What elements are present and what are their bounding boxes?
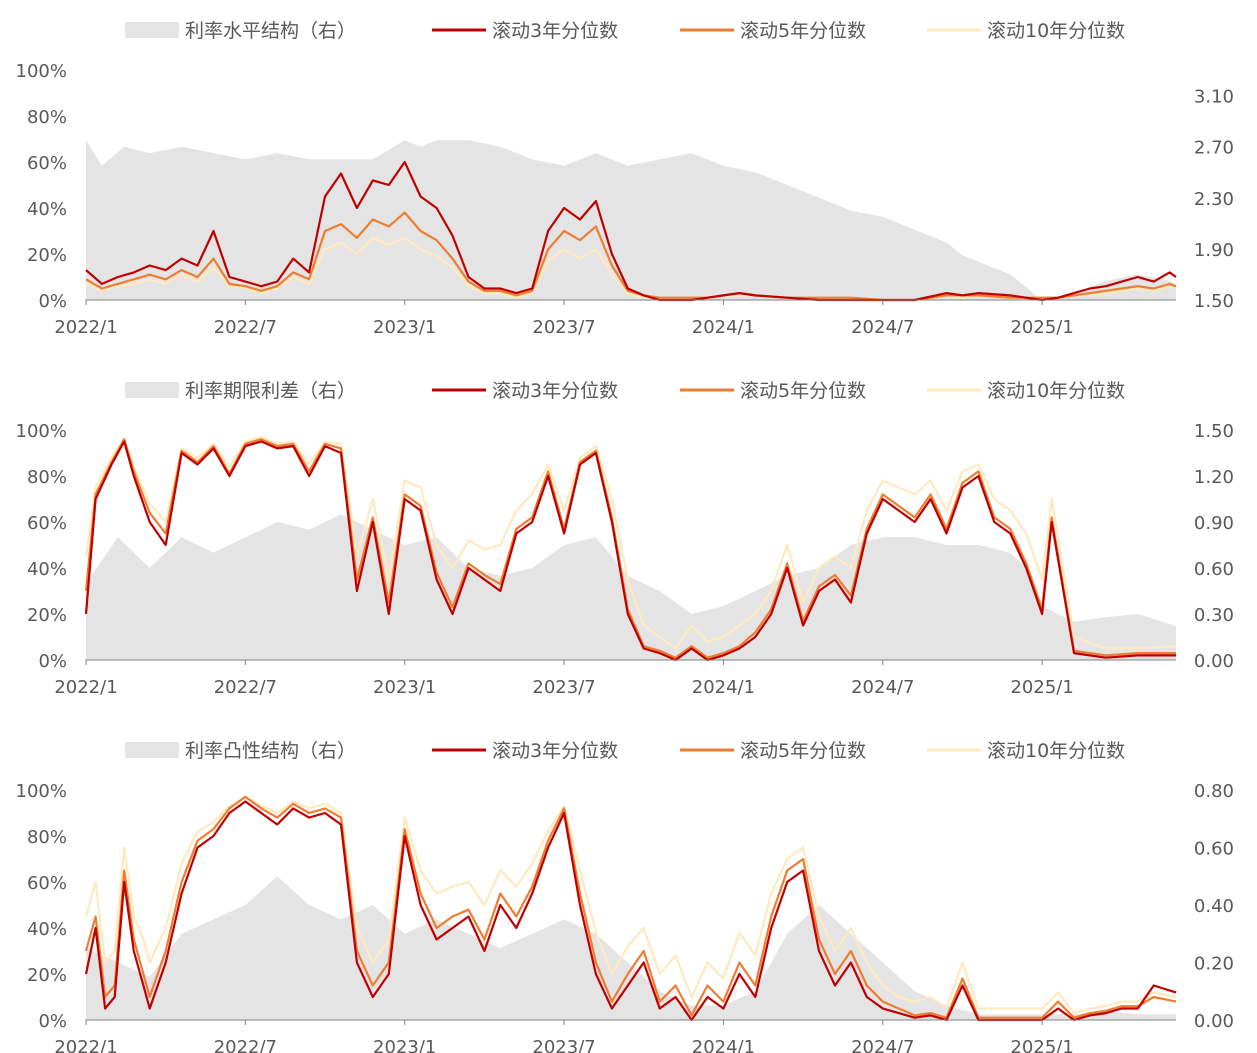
line-series-p10 xyxy=(84,435,1177,650)
legend-label-p3: 滚动3年分位数 xyxy=(492,740,618,762)
x-tick-label: 2022/1 xyxy=(54,1037,117,1053)
legend-label-p5: 滚动5年分位数 xyxy=(740,380,866,402)
x-tick-label: 2025/1 xyxy=(1010,677,1073,698)
x-tick-label: 2025/1 xyxy=(1010,317,1073,338)
x-tick-label: 2024/1 xyxy=(692,1037,755,1053)
x-tick-label: 2024/7 xyxy=(851,677,914,698)
line-series-p5 xyxy=(85,211,1177,302)
y-left-tick-label: 100% xyxy=(16,421,67,442)
y-right-tick-label: 0.60 xyxy=(1194,559,1234,580)
y-left-tick-label: 60% xyxy=(27,513,67,534)
y-left-tick-label: 100% xyxy=(16,781,67,802)
y-right-tick-label: 2.70 xyxy=(1194,138,1234,159)
legend-label-p3: 滚动3年分位数 xyxy=(492,20,618,42)
y-left-tick-label: 80% xyxy=(27,827,67,848)
y-left-tick-label: 60% xyxy=(27,153,67,174)
legend-label-p3: 滚动3年分位数 xyxy=(492,380,618,402)
legend-label-area: 利率水平结构（右） xyxy=(185,20,356,42)
axes: 2022/1 2022/7 2023/1 2023/7 2024/1 2024/7 2025… xyxy=(16,61,1234,338)
legend: 利率水平结构（右） 滚动3年分位数 滚动5年分位数 滚动10年分位数 xyxy=(125,20,1125,42)
y-right-tick-label: 0.60 xyxy=(1194,839,1234,860)
y-right-tick-label: 0.40 xyxy=(1194,896,1234,917)
line-series-p5 xyxy=(84,795,1177,1019)
y-left-tick-label: 80% xyxy=(27,107,67,128)
x-tick-label: 2022/7 xyxy=(214,317,277,338)
y-left-tick-label: 0% xyxy=(38,291,67,312)
y-right-tick-label: 0.00 xyxy=(1194,1011,1234,1032)
legend-label-p10: 滚动10年分位数 xyxy=(987,740,1125,762)
line-series-p3 xyxy=(84,440,1176,662)
x-tick-label: 2023/7 xyxy=(532,317,595,338)
y-right-tick-label: 1.50 xyxy=(1194,291,1234,312)
chart-convexity: 利率凸性结构（右） 滚动3年分位数 滚动5年分位数 滚动10年分位数 2022/1 202… xyxy=(0,720,1257,1053)
x-tick-label: 2023/1 xyxy=(373,317,436,338)
legend: 利率凸性结构（右） 滚动3年分位数 滚动5年分位数 滚动10年分位数 xyxy=(125,740,1125,762)
axes: 2022/1 2022/7 2023/1 2023/7 2024/1 2024/7 2025… xyxy=(16,781,1234,1053)
line-series-p3 xyxy=(84,800,1177,1022)
x-tick-label: 2022/1 xyxy=(54,317,117,338)
legend-swatch-area xyxy=(125,22,179,38)
y-left-tick-label: 20% xyxy=(27,965,67,986)
x-tick-label: 2022/7 xyxy=(214,677,277,698)
legend-label-area: 利率期限利差（右） xyxy=(185,380,356,402)
x-tick-label: 2023/1 xyxy=(373,677,436,698)
x-tick-label: 2024/1 xyxy=(692,317,755,338)
legend-label-p5: 滚动5年分位数 xyxy=(740,740,866,762)
legend-swatch-area xyxy=(125,742,179,758)
line-series-p5 xyxy=(84,438,1176,659)
legend-label-p10: 滚动10年分位数 xyxy=(987,20,1125,42)
x-tick-label: 2024/1 xyxy=(692,677,755,698)
y-left-tick-label: 60% xyxy=(27,873,67,894)
y-right-tick-label: 1.20 xyxy=(1194,467,1234,488)
y-left-tick-label: 80% xyxy=(27,467,67,488)
x-tick-label: 2024/7 xyxy=(851,1037,914,1053)
x-tick-label: 2023/7 xyxy=(532,677,595,698)
x-tick-label: 2024/7 xyxy=(851,317,914,338)
chart-rate-level: 利率水平结构（右） 滚动3年分位数 滚动5年分位数 滚动10年分位数 2022/1 202… xyxy=(0,0,1257,345)
y-right-tick-label: 0.80 xyxy=(1194,781,1234,802)
y-left-tick-label: 40% xyxy=(27,559,67,580)
y-right-tick-label: 1.50 xyxy=(1194,421,1234,442)
y-right-tick-label: 0.30 xyxy=(1194,605,1234,626)
y-left-tick-label: 40% xyxy=(27,919,67,940)
axes: 2022/1 2022/7 2023/1 2023/7 2024/1 2024/7 2025… xyxy=(16,421,1234,698)
x-tick-label: 2022/7 xyxy=(214,1037,277,1053)
x-tick-label: 2022/1 xyxy=(54,677,117,698)
legend-label-p10: 滚动10年分位数 xyxy=(987,380,1125,402)
legend-swatch-area xyxy=(125,382,179,398)
area-series xyxy=(86,876,1176,1020)
legend-label-p5: 滚动5年分位数 xyxy=(740,20,866,42)
y-left-tick-label: 0% xyxy=(38,651,67,672)
y-right-tick-label: 3.10 xyxy=(1194,87,1234,108)
y-right-tick-label: 2.30 xyxy=(1194,189,1234,210)
y-left-tick-label: 20% xyxy=(27,605,67,626)
y-right-tick-label: 0.00 xyxy=(1194,651,1234,672)
line-series-p10 xyxy=(84,795,1177,1015)
line-series-p3 xyxy=(85,160,1177,302)
y-right-tick-label: 0.20 xyxy=(1194,954,1234,975)
x-tick-label: 2023/1 xyxy=(373,1037,436,1053)
y-left-tick-label: 40% xyxy=(27,199,67,220)
legend: 利率期限利差（右） 滚动3年分位数 滚动5年分位数 滚动10年分位数 xyxy=(125,380,1125,402)
y-left-tick-label: 20% xyxy=(27,245,67,266)
area-series xyxy=(86,140,1176,300)
y-left-tick-label: 0% xyxy=(38,1011,67,1032)
legend-label-area: 利率凸性结构（右） xyxy=(185,740,356,762)
y-left-tick-label: 100% xyxy=(16,61,67,82)
x-tick-label: 2023/7 xyxy=(532,1037,595,1053)
chart-term-spread: 利率期限利差（右） 滚动3年分位数 滚动5年分位数 滚动10年分位数 2022/1 202… xyxy=(0,360,1257,705)
y-right-tick-label: 1.90 xyxy=(1194,240,1234,261)
x-tick-label: 2025/1 xyxy=(1010,1037,1073,1053)
y-right-tick-label: 0.90 xyxy=(1194,513,1234,534)
